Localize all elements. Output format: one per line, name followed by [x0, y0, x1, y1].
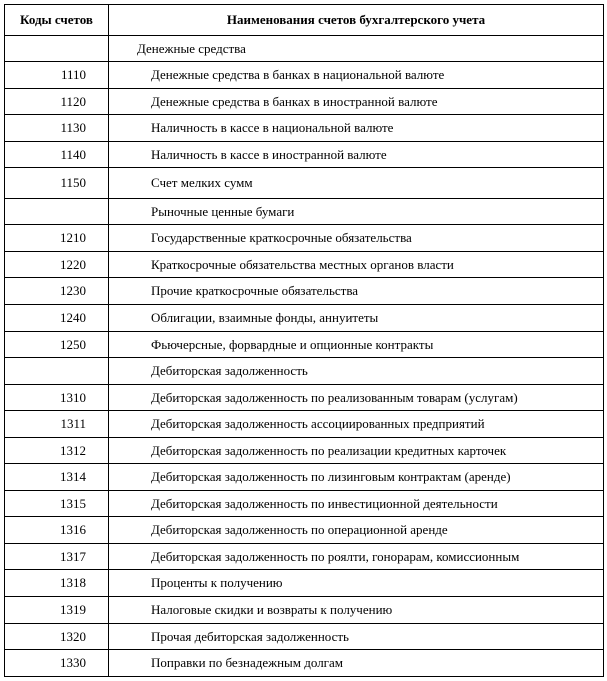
account-name: Дебиторская задолженность [109, 358, 604, 385]
account-code: 1210 [5, 225, 109, 252]
account-name: Наличность в кассе в национальной валюте [109, 115, 604, 142]
account-name: Облигации, взаимные фонды, аннуитеты [109, 305, 604, 332]
account-name: Проценты к получению [109, 570, 604, 597]
table-row: 1110Денежные средства в банках в национа… [5, 62, 604, 89]
account-name: Краткосрочные обязательства местных орга… [109, 251, 604, 278]
account-code: 1150 [5, 168, 109, 199]
table-row: 1315Дебиторская задолженность по инвести… [5, 490, 604, 517]
table-row: Рыночные ценные бумаги [5, 198, 604, 225]
account-code: 1311 [5, 411, 109, 438]
account-code: 1130 [5, 115, 109, 142]
account-name: Прочие краткосрочные обязательства [109, 278, 604, 305]
table-row: 1312Дебиторская задолженность по реализа… [5, 437, 604, 464]
account-code: 1240 [5, 305, 109, 332]
accounts-table: Коды счетов Наименования счетов бухгалте… [4, 4, 604, 677]
table-row: 1220Краткосрочные обязательства местных … [5, 251, 604, 278]
table-row: 1210Государственные краткосрочные обязат… [5, 225, 604, 252]
account-name: Рыночные ценные бумаги [109, 198, 604, 225]
table-row: 1318Проценты к получению [5, 570, 604, 597]
col-header-name: Наименования счетов бухгалтерского учета [109, 5, 604, 36]
account-code: 1140 [5, 141, 109, 168]
account-name: Фьючерсные, форвардные и опционные контр… [109, 331, 604, 358]
account-code [5, 198, 109, 225]
account-code: 1230 [5, 278, 109, 305]
table-row: 1311Дебиторская задолженность ассоцииров… [5, 411, 604, 438]
table-row: 1316Дебиторская задолженность по операци… [5, 517, 604, 544]
account-name: Дебиторская задолженность ассоциированны… [109, 411, 604, 438]
account-name: Прочая дебиторская задолженность [109, 623, 604, 650]
account-code [5, 35, 109, 62]
account-code: 1312 [5, 437, 109, 464]
account-name: Государственные краткосрочные обязательс… [109, 225, 604, 252]
account-name: Дебиторская задолженность по реализации … [109, 437, 604, 464]
table-row: 1120Денежные средства в банках в иностра… [5, 88, 604, 115]
account-code: 1319 [5, 597, 109, 624]
account-code: 1330 [5, 650, 109, 677]
account-code: 1318 [5, 570, 109, 597]
account-code: 1310 [5, 384, 109, 411]
table-row: Дебиторская задолженность [5, 358, 604, 385]
account-name: Денежные средства [109, 35, 604, 62]
account-code: 1320 [5, 623, 109, 650]
account-code: 1315 [5, 490, 109, 517]
table-row: 1150Счет мелких сумм [5, 168, 604, 199]
table-row: 1130Наличность в кассе в национальной ва… [5, 115, 604, 142]
table-row: 1230Прочие краткосрочные обязательства [5, 278, 604, 305]
table-header-row: Коды счетов Наименования счетов бухгалте… [5, 5, 604, 36]
account-code: 1110 [5, 62, 109, 89]
account-name: Дебиторская задолженность по реализованн… [109, 384, 604, 411]
table-row: 1330Поправки по безнадежным долгам [5, 650, 604, 677]
account-code: 1317 [5, 543, 109, 570]
table-row: 1319Налоговые скидки и возвраты к получе… [5, 597, 604, 624]
account-code: 1250 [5, 331, 109, 358]
account-name: Дебиторская задолженность по лизинговым … [109, 464, 604, 491]
account-code: 1316 [5, 517, 109, 544]
table-row: 1314Дебиторская задолженность по лизинго… [5, 464, 604, 491]
table-row: Денежные средства [5, 35, 604, 62]
table-row: 1317Дебиторская задолженность по роялти,… [5, 543, 604, 570]
table-row: 1320Прочая дебиторская задолженность [5, 623, 604, 650]
table-body: Денежные средства1110Денежные средства в… [5, 35, 604, 676]
account-name: Дебиторская задолженность по операционно… [109, 517, 604, 544]
account-name: Дебиторская задолженность по инвестицион… [109, 490, 604, 517]
account-name: Поправки по безнадежным долгам [109, 650, 604, 677]
table-row: 1140Наличность в кассе в иностранной вал… [5, 141, 604, 168]
account-code: 1120 [5, 88, 109, 115]
account-code: 1220 [5, 251, 109, 278]
table-row: 1310Дебиторская задолженность по реализо… [5, 384, 604, 411]
col-header-code: Коды счетов [5, 5, 109, 36]
account-name: Дебиторская задолженность по роялти, гон… [109, 543, 604, 570]
account-name: Счет мелких сумм [109, 168, 604, 199]
table-row: 1240Облигации, взаимные фонды, аннуитеты [5, 305, 604, 332]
account-code: 1314 [5, 464, 109, 491]
table-row: 1250Фьючерсные, форвардные и опционные к… [5, 331, 604, 358]
account-code [5, 358, 109, 385]
account-name: Наличность в кассе в иностранной валюте [109, 141, 604, 168]
account-name: Денежные средства в банках в иностранной… [109, 88, 604, 115]
account-name: Денежные средства в банках в национально… [109, 62, 604, 89]
account-name: Налоговые скидки и возвраты к получению [109, 597, 604, 624]
